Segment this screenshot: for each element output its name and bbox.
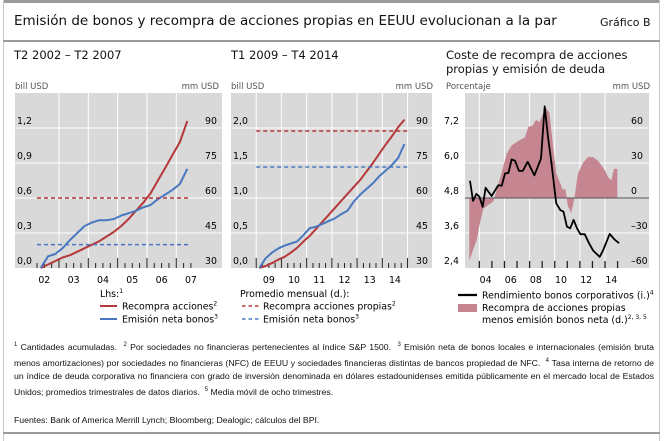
- x-tick-label: 10: [555, 275, 567, 286]
- x-tick-label: 14: [605, 275, 617, 286]
- legend-heading: Promedio mensual (d.):: [240, 289, 349, 300]
- x-tick-label: 03: [68, 275, 80, 286]
- panel1-title: T2 2002 – T2 2007: [14, 48, 122, 62]
- x-tick-label: 09: [263, 275, 275, 286]
- y-tick-label-right: 60: [631, 116, 643, 127]
- plot-background: [15, 93, 222, 268]
- footnote-2: Por sociedades no financieras pertenecie…: [130, 342, 391, 352]
- x-tick-label: 07: [185, 275, 197, 286]
- x-tick-label: 10: [288, 275, 300, 286]
- x-tick-label: 12: [580, 275, 592, 286]
- y-tick-label-right: –30: [631, 221, 648, 232]
- panel3-left-unit: Porcentaje: [446, 82, 491, 92]
- panel1-left-unit: bill USD: [15, 82, 49, 92]
- y-tick-label-left: 1,5: [233, 151, 248, 162]
- series-line-0: [259, 118, 406, 269]
- y-tick-label-left: 2,4: [444, 256, 459, 267]
- right-border: [659, 0, 660, 441]
- y-tick-label-right: 0: [631, 186, 637, 197]
- y-tick-label-right: 60: [416, 186, 428, 197]
- x-tick-label: 11: [313, 275, 325, 286]
- x-tick-label: 04: [97, 275, 109, 286]
- y-tick-label-right: 30: [416, 256, 428, 267]
- y-tick-label-right: 75: [416, 151, 428, 162]
- y-tick-label-left: 4,8: [444, 186, 459, 197]
- footnote-1: Cantidades acumuladas.: [20, 342, 118, 352]
- x-tick-label: 08: [530, 275, 542, 286]
- y-tick-label-right: 30: [205, 256, 217, 267]
- y-tick-label-left: 6,0: [444, 151, 459, 162]
- y-tick-label-left: 0,3: [17, 221, 32, 232]
- legend-label-net-buybacks-line2: menos emisión bonos neta (d.)2, 3, 5: [482, 314, 647, 326]
- figure-title: Emisión de bonos y recompra de acciones …: [14, 13, 557, 29]
- left-border: [3, 0, 4, 441]
- panel2-right-unit: mm USD: [396, 82, 434, 92]
- x-tick-label: 04: [480, 275, 492, 286]
- panel3-plot: 2,4 –60 3,6 –30 4,8 0 6,0 30 7,2 60 04 06 08 10 12 14: [444, 93, 649, 286]
- panel1-right-unit: mm USD: [182, 82, 220, 92]
- charts-canvas: bill USD mm USD bill USD mm USD Porcenta…: [15, 82, 654, 326]
- y-tick-label-left: 7,2: [444, 116, 459, 127]
- y-tick-label-left: 0,0: [233, 256, 248, 267]
- panel3-title: Coste de recompra de acciones propias y …: [446, 48, 627, 76]
- y-tick-label-left: 2,0: [233, 116, 248, 127]
- panel3-title-line1: Coste de recompra de acciones: [446, 48, 628, 62]
- legend-heading: Lhs:1: [100, 288, 123, 300]
- x-tick-label: 06: [505, 275, 517, 286]
- legend-label-bond-issuance: Emisión neta bonos3: [122, 314, 218, 326]
- legend-label-net-buybacks-line1: Recompra de acciones propias: [482, 303, 626, 314]
- panel3-title-line2: propias y emisión de deuda: [446, 62, 606, 76]
- x-tick-label: 14: [389, 275, 401, 286]
- y-tick-label-left: 0,5: [233, 221, 248, 232]
- y-tick-label-right: 45: [416, 221, 428, 232]
- y-tick-label-right: 75: [205, 151, 217, 162]
- area-net-buybacks: [469, 108, 618, 262]
- footnote-4: Tasa interna de retorno de un índice de …: [14, 357, 655, 397]
- footnote-5: Media móvil de ocho trimestres.: [210, 386, 334, 397]
- panel2-legend: Promedio mensual (d.): Recompra acciones…: [240, 289, 396, 326]
- legend-label-buybacks: Recompra acciones2: [122, 301, 217, 313]
- y-tick-label-left: 0,9: [17, 151, 32, 162]
- y-tick-label-right: 90: [205, 116, 217, 127]
- footnotes: 1 Cantidades acumuladas. 2 Por sociedade…: [14, 342, 655, 397]
- panel1-plot: 0,0 30 0,3 45 0,6 60 0,9 75 1,2 90 02 03 04 05 06 07: [15, 93, 222, 286]
- y-tick-label-right: 30: [631, 151, 643, 162]
- top-border: [3, 0, 660, 3]
- panel2-plot: 0,0 30 0,5 45 1,0 60 1,5 75 2,0 90 09 10 11 12 13 14: [231, 93, 432, 286]
- y-tick-label-left: 0,0: [17, 256, 32, 267]
- panel3-right-unit: mm USD: [613, 82, 651, 92]
- x-tick-label: 13: [364, 275, 376, 286]
- panel1-legend: Lhs:1 Recompra acciones2 Emisión neta bo…: [100, 288, 218, 326]
- y-tick-label-right: 60: [205, 186, 217, 197]
- x-tick-label: 02: [38, 275, 50, 286]
- legend-label-buybacks-avg: Recompra acciones propias2: [263, 301, 396, 313]
- y-tick-label-left: 1,2: [17, 116, 32, 127]
- y-tick-label-right: 90: [416, 116, 428, 127]
- series-line-1: [258, 143, 406, 269]
- panel3-legend: Rendimiento bonos corporativos (i.)4 Rec…: [458, 290, 654, 326]
- legend-label-bond-avg: Emisión neta bonos3: [263, 314, 359, 326]
- y-tick-label-left: 1,0: [233, 186, 248, 197]
- y-tick-label-right: 45: [205, 221, 217, 232]
- series-line-0: [40, 120, 189, 269]
- sources: Fuentes: Bank of America Merrill Lynch; …: [14, 415, 320, 425]
- panel2-title: T1 2009 – T4 2014: [231, 48, 339, 62]
- x-tick-label: 06: [156, 275, 168, 286]
- x-tick-label: 12: [339, 275, 351, 286]
- series-line-1: [39, 168, 189, 269]
- legend-swatch-net-buybacks: [458, 304, 477, 312]
- panel2-left-unit: bill USD: [231, 82, 265, 92]
- figure-label: Gráfico B: [600, 16, 651, 29]
- footnote-3: Emisión neta de bonos locales e internac…: [14, 342, 654, 368]
- series-line-0: [469, 105, 620, 258]
- title-divider: [3, 40, 660, 42]
- y-tick-label-left: 0,6: [17, 186, 32, 197]
- y-tick-label-left: 3,6: [444, 221, 459, 232]
- bottom-divider: [3, 432, 660, 434]
- y-tick-label-right: –60: [631, 256, 648, 267]
- legend-label-yield: Rendimiento bonos corporativos (i.)4: [482, 290, 654, 302]
- x-tick-label: 05: [126, 275, 138, 286]
